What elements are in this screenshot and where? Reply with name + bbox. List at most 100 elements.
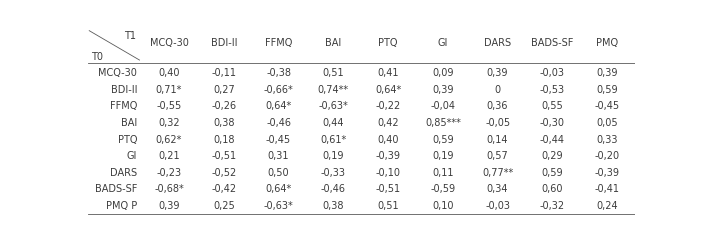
Text: 0,19: 0,19 — [432, 150, 453, 160]
Text: -0,20: -0,20 — [594, 150, 620, 160]
Text: 0,41: 0,41 — [377, 68, 399, 78]
Text: 0,59: 0,59 — [596, 84, 618, 94]
Text: BAI: BAI — [121, 118, 137, 128]
Text: BADS-SF: BADS-SF — [95, 184, 137, 194]
Text: -0,04: -0,04 — [430, 101, 455, 111]
Text: -0,68*: -0,68* — [154, 184, 184, 194]
Text: -0,11: -0,11 — [212, 68, 236, 78]
Text: -0,03: -0,03 — [485, 200, 510, 210]
Text: 0,34: 0,34 — [487, 184, 508, 194]
Text: -0,46: -0,46 — [321, 184, 346, 194]
Text: FFMQ: FFMQ — [110, 101, 137, 111]
Text: 0,24: 0,24 — [596, 200, 618, 210]
Text: 0,40: 0,40 — [159, 68, 180, 78]
Text: 0,38: 0,38 — [213, 118, 235, 128]
Text: -0,63*: -0,63* — [319, 101, 348, 111]
Text: 0,39: 0,39 — [596, 68, 618, 78]
Text: 0,14: 0,14 — [487, 134, 508, 144]
Text: -0,39: -0,39 — [594, 167, 620, 177]
Text: MCQ-30: MCQ-30 — [99, 68, 137, 78]
Text: 0,59: 0,59 — [432, 134, 453, 144]
Text: T1: T1 — [124, 31, 136, 41]
Text: -0,66*: -0,66* — [264, 84, 293, 94]
Text: 0,85***: 0,85*** — [425, 118, 461, 128]
Text: 0,09: 0,09 — [432, 68, 453, 78]
Text: -0,59: -0,59 — [430, 184, 455, 194]
Text: FFMQ: FFMQ — [265, 38, 293, 48]
Text: -0,05: -0,05 — [485, 118, 510, 128]
Text: -0,51: -0,51 — [376, 184, 400, 194]
Text: PTQ: PTQ — [118, 134, 137, 144]
Text: -0,33: -0,33 — [321, 167, 346, 177]
Text: -0,38: -0,38 — [266, 68, 291, 78]
Text: 0,18: 0,18 — [213, 134, 235, 144]
Text: 0,59: 0,59 — [541, 167, 563, 177]
Text: 0,21: 0,21 — [158, 150, 180, 160]
Text: 0,32: 0,32 — [158, 118, 180, 128]
Text: -0,32: -0,32 — [540, 200, 565, 210]
Text: BAI: BAI — [325, 38, 341, 48]
Text: 0,57: 0,57 — [486, 150, 508, 160]
Text: -0,41: -0,41 — [594, 184, 620, 194]
Text: 0,25: 0,25 — [213, 200, 235, 210]
Text: -0,51: -0,51 — [212, 150, 236, 160]
Text: 0,62*: 0,62* — [156, 134, 182, 144]
Text: 0,31: 0,31 — [268, 150, 289, 160]
Text: PTQ: PTQ — [379, 38, 398, 48]
Text: 0,44: 0,44 — [323, 118, 344, 128]
Text: -0,55: -0,55 — [157, 101, 182, 111]
Text: 0,60: 0,60 — [541, 184, 563, 194]
Text: 0,50: 0,50 — [268, 167, 289, 177]
Text: -0,45: -0,45 — [594, 101, 620, 111]
Text: 0,29: 0,29 — [541, 150, 563, 160]
Text: T0: T0 — [91, 52, 103, 62]
Text: 0,19: 0,19 — [323, 150, 344, 160]
Text: 0,64*: 0,64* — [266, 101, 292, 111]
Text: GI: GI — [127, 150, 137, 160]
Text: -0,26: -0,26 — [212, 101, 236, 111]
Text: BDI-II: BDI-II — [211, 38, 237, 48]
Text: -0,53: -0,53 — [540, 84, 565, 94]
Text: -0,44: -0,44 — [540, 134, 565, 144]
Text: -0,42: -0,42 — [212, 184, 236, 194]
Text: 0,64*: 0,64* — [266, 184, 292, 194]
Text: 0,51: 0,51 — [322, 68, 344, 78]
Text: 0,77**: 0,77** — [482, 167, 513, 177]
Text: 0,74**: 0,74** — [318, 84, 349, 94]
Text: 0,71*: 0,71* — [156, 84, 182, 94]
Text: BADS-SF: BADS-SF — [531, 38, 574, 48]
Text: 0,40: 0,40 — [377, 134, 399, 144]
Text: -0,39: -0,39 — [376, 150, 400, 160]
Text: -0,30: -0,30 — [540, 118, 565, 128]
Text: -0,22: -0,22 — [376, 101, 400, 111]
Text: MCQ-30: MCQ-30 — [149, 38, 188, 48]
Text: 0,55: 0,55 — [541, 101, 563, 111]
Text: 0,10: 0,10 — [432, 200, 453, 210]
Text: PMQ: PMQ — [596, 38, 618, 48]
Text: -0,46: -0,46 — [266, 118, 291, 128]
Text: BDI-II: BDI-II — [111, 84, 137, 94]
Text: 0,39: 0,39 — [432, 84, 453, 94]
Text: 0,61*: 0,61* — [320, 134, 346, 144]
Text: 0,39: 0,39 — [159, 200, 180, 210]
Text: -0,52: -0,52 — [212, 167, 236, 177]
Text: DARS: DARS — [484, 38, 511, 48]
Text: 0,05: 0,05 — [596, 118, 618, 128]
Text: -0,23: -0,23 — [157, 167, 182, 177]
Text: -0,03: -0,03 — [540, 68, 565, 78]
Text: -0,10: -0,10 — [376, 167, 400, 177]
Text: -0,63*: -0,63* — [264, 200, 293, 210]
Text: 0,33: 0,33 — [596, 134, 618, 144]
Text: 0,11: 0,11 — [432, 167, 453, 177]
Text: 0,39: 0,39 — [487, 68, 508, 78]
Text: 0: 0 — [494, 84, 501, 94]
Text: 0,36: 0,36 — [487, 101, 508, 111]
Text: -0,45: -0,45 — [266, 134, 291, 144]
Text: GI: GI — [438, 38, 448, 48]
Text: PMQ P: PMQ P — [106, 200, 137, 210]
Text: 0,64*: 0,64* — [375, 84, 401, 94]
Text: DARS: DARS — [110, 167, 137, 177]
Text: 0,38: 0,38 — [323, 200, 344, 210]
Text: 0,42: 0,42 — [377, 118, 399, 128]
Text: 0,51: 0,51 — [377, 200, 399, 210]
